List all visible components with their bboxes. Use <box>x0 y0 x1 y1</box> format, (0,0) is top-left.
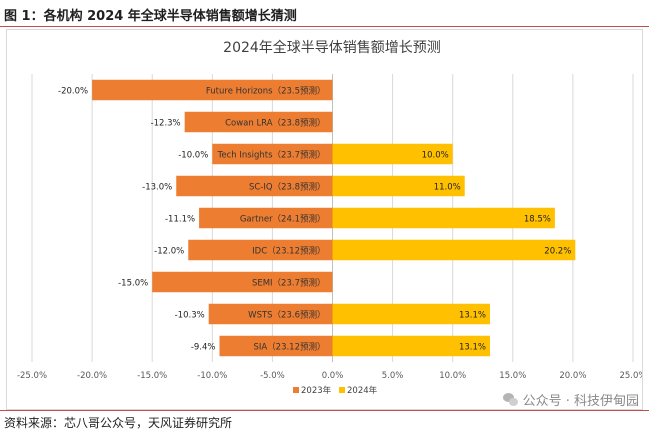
wechat-icon <box>502 393 519 406</box>
data-label-2024: 18.5% <box>524 215 551 225</box>
category-label: Tech Insights（23.7预测） <box>217 150 326 161</box>
bar-2024 <box>332 175 465 197</box>
data-label-2024: 10.0% <box>422 151 449 161</box>
legend-swatch-2023 <box>293 387 299 393</box>
bar-2023 <box>152 271 333 293</box>
category-label: IDC（23.12预测） <box>252 246 325 257</box>
bar-2023 <box>184 111 333 133</box>
data-label-2023: -10.0% <box>178 151 208 161</box>
source-note: 资料来源：芯八哥公众号，天风证券研究所 <box>4 416 233 430</box>
x-tick-label: 15.0% <box>499 371 526 381</box>
legend-label-2023: 2023年 <box>301 385 332 396</box>
chart-frame: 2024年全球半导体销售额增长预测 Future Horizons（23.5预测… <box>6 29 643 410</box>
bar-2023 <box>199 207 333 229</box>
category-label: SEMI（23.7预测） <box>252 278 326 289</box>
x-tick-label: -20.0% <box>77 371 107 381</box>
watermark-text: 公众号 · 科技伊甸园 <box>522 394 639 409</box>
bar-2023 <box>219 335 333 357</box>
category-label: SIA（23.12预测） <box>253 342 325 353</box>
category-label: SC-IQ（23.8预测） <box>249 182 326 193</box>
figure-footer: 资料来源：芯八哥公众号，天风证券研究所 <box>0 410 649 433</box>
data-label-2023: -9.4% <box>191 343 216 353</box>
data-label-2023: -15.0% <box>118 279 148 289</box>
category-label: Cowan LRA（23.8预测） <box>225 118 325 129</box>
data-label-2023: -10.3% <box>175 311 205 321</box>
category-label: Future Horizons（23.5预测） <box>206 86 326 97</box>
x-tick-label: 20.0% <box>559 371 586 381</box>
chart-title: 2024年全球半导体销售额增长预测 <box>223 39 441 56</box>
legend-label-2024: 2024年 <box>347 385 378 396</box>
bar-2024 <box>332 303 490 325</box>
bar-2023 <box>92 79 333 101</box>
data-label-2023: -12.3% <box>151 119 181 129</box>
x-tick-label: -5.0% <box>260 371 285 381</box>
bar-2023 <box>208 303 333 325</box>
x-axis: -25.0% -20.0% -15.0% -10.0% -5.0% 0.0% 5.0% 10.… <box>17 371 642 381</box>
category-label: WSTS（23.6预测） <box>248 310 325 321</box>
x-tick-label: 25.0% <box>619 371 642 381</box>
figure-title: 图 1：各机构 2024 年全球半导体销售额增长猜测 <box>4 9 297 24</box>
data-label-2024: 13.1% <box>459 311 486 321</box>
data-label-2024: 20.2% <box>544 247 571 257</box>
growth-forecast-chart: 2024年全球半导体销售额增长预测 Future Horizons（23.5预测… <box>17 39 642 396</box>
bar-2024 <box>332 207 555 229</box>
bar-2023 <box>176 175 333 197</box>
bar-2023 <box>212 143 333 165</box>
data-label-2023: -13.0% <box>142 183 172 193</box>
data-label-2024: 13.1% <box>459 343 486 353</box>
x-tick-label: -25.0% <box>17 371 47 381</box>
bar-2024 <box>332 239 576 261</box>
data-label-2024: 11.0% <box>434 183 461 193</box>
bars <box>92 79 576 357</box>
x-tick-label: 0.0% <box>322 371 344 381</box>
data-label-2023: -20.0% <box>58 87 88 97</box>
x-tick-label: 5.0% <box>382 371 404 381</box>
watermark: 公众号 · 科技伊甸园 <box>502 390 639 409</box>
x-tick-label: -10.0% <box>197 371 227 381</box>
x-tick-label: 10.0% <box>439 371 466 381</box>
figure-header: 图 1：各机构 2024 年全球半导体销售额增长猜测 <box>0 0 649 27</box>
legend: 2023年 2024年 <box>293 385 378 396</box>
bar-2024 <box>332 143 453 165</box>
bar-2024 <box>332 335 490 357</box>
x-tick-label: -15.0% <box>137 371 167 381</box>
legend-swatch-2024 <box>339 387 345 393</box>
data-label-2023: -11.1% <box>165 215 195 225</box>
category-label: Gartner（24.1预测） <box>240 214 326 225</box>
data-label-2023: -12.0% <box>154 247 184 257</box>
bar-2023 <box>188 239 333 261</box>
data-labels: Future Horizons（23.5预测） -20.0% Cowan LRA（2… <box>58 86 571 353</box>
